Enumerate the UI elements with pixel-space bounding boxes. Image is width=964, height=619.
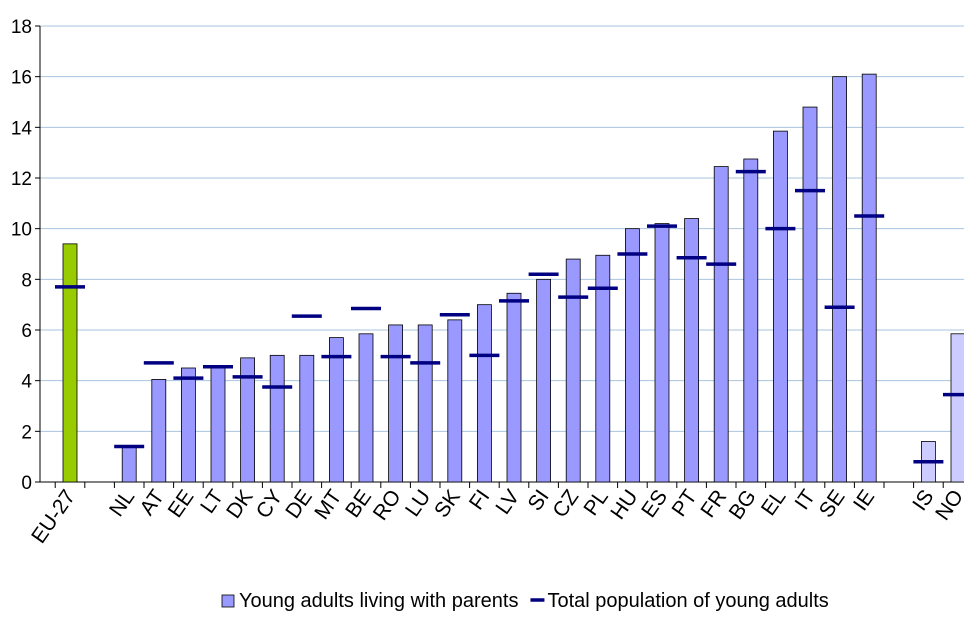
y-tick-label: 18 <box>11 17 32 38</box>
x-tick-label: FI <box>465 486 495 514</box>
bar <box>684 218 699 483</box>
x-tick-label: DE <box>281 486 317 523</box>
x-tick-label: NL <box>105 486 139 521</box>
x-tick-label: ES <box>637 486 672 522</box>
x-tick-label: EU-27 <box>27 486 80 548</box>
y-tick-label: 4 <box>21 372 32 393</box>
bar <box>269 354 285 483</box>
legend-label: Total population of young adults <box>547 590 828 612</box>
bar <box>773 130 788 483</box>
x-tick-label: SI <box>523 486 553 515</box>
x-tick-label: MT <box>310 486 346 524</box>
x-tick-label: DK <box>222 486 258 523</box>
x-tick-label: PT <box>667 486 701 521</box>
bar <box>447 319 463 483</box>
x-tick-label: EL <box>757 486 791 520</box>
bar <box>240 357 256 483</box>
bar <box>476 304 492 483</box>
x-tick-label: CZ <box>548 486 583 522</box>
bar <box>832 76 847 483</box>
y-tick-label: 10 <box>11 220 32 241</box>
x-tick-label: SK <box>430 486 465 522</box>
y-tick-label: 6 <box>21 321 32 342</box>
x-tick-label: LU <box>401 486 435 521</box>
bar <box>328 337 344 483</box>
y-tick-label: 14 <box>11 118 33 139</box>
bar <box>625 228 640 483</box>
bar <box>861 73 877 483</box>
bar <box>388 324 404 483</box>
x-tick-label: NO <box>931 486 964 525</box>
x-tick-label: HU <box>606 486 642 524</box>
bar <box>802 106 818 483</box>
x-tick-label: IE <box>849 486 879 515</box>
bar <box>417 324 433 483</box>
bar <box>713 166 729 483</box>
bar <box>121 446 137 483</box>
bar <box>950 333 964 483</box>
bar <box>536 278 551 483</box>
bar <box>151 378 167 483</box>
legend-swatch <box>221 594 235 608</box>
x-tick-label: CY <box>252 486 288 523</box>
bar <box>180 367 196 483</box>
bar <box>565 258 581 483</box>
y-tick-label: 12 <box>11 169 32 190</box>
x-tick-label: AT <box>136 486 169 520</box>
bar <box>654 223 670 483</box>
x-tick-label: PL <box>579 486 613 520</box>
y-tick-label: 16 <box>11 68 32 89</box>
bar <box>358 333 374 483</box>
bar <box>210 365 226 483</box>
x-tick-label: LT <box>196 486 228 518</box>
x-tick-label: BG <box>725 486 761 524</box>
x-tick-label: LV <box>491 486 524 519</box>
y-tick-label: 2 <box>21 422 32 443</box>
x-tick-label: SE <box>815 486 850 522</box>
x-tick-label: FR <box>696 486 731 522</box>
bar <box>506 292 522 483</box>
bar <box>62 243 78 483</box>
x-tick-label: RO <box>369 486 406 525</box>
bar <box>595 254 611 483</box>
y-tick-label: 0 <box>21 473 32 494</box>
bar <box>743 158 759 483</box>
bar <box>299 354 315 483</box>
x-tick-label: BE <box>341 486 376 522</box>
legend-label: Young adults living with parents <box>239 590 518 612</box>
x-tick-label: EE <box>164 486 199 522</box>
y-tick-label: 8 <box>21 270 32 291</box>
